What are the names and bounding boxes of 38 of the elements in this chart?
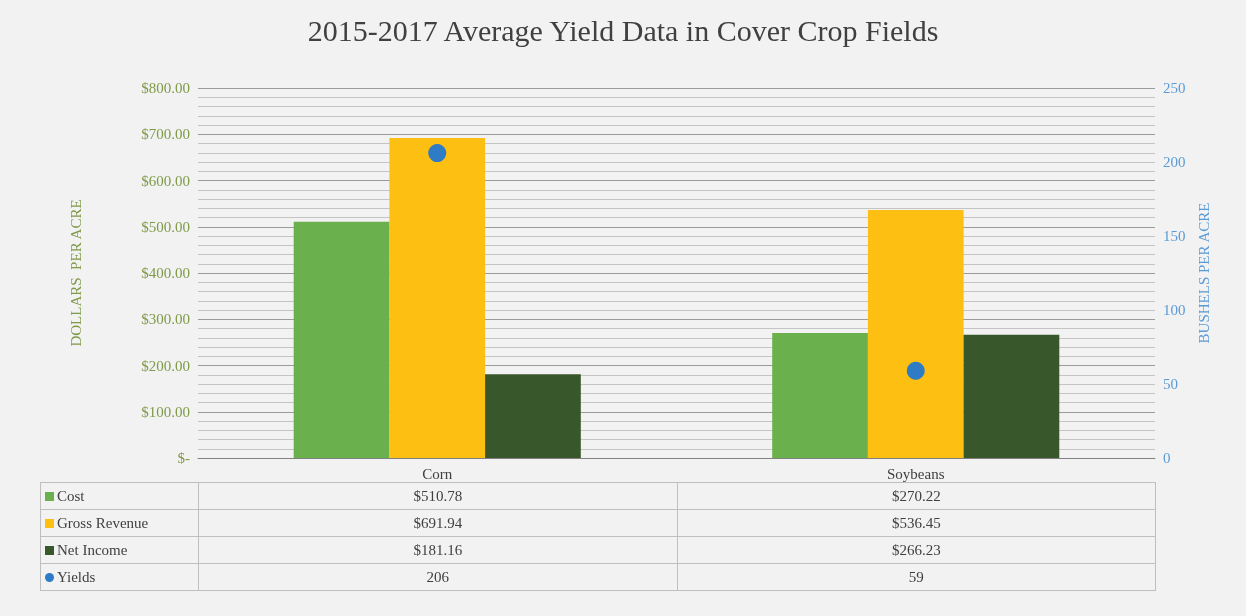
y2-tick-label: 100: [1163, 302, 1186, 318]
y-tick-label: $500.00: [141, 218, 190, 235]
y-tick-label: $-: [177, 450, 190, 466]
y2-tick-label: 200: [1163, 154, 1186, 170]
bar: [867, 209, 964, 458]
legend-label: Cost: [40, 482, 199, 510]
x-tick-label: Corn: [422, 465, 453, 482]
y2-tick-label: 250: [1163, 80, 1186, 96]
data-label: 59: [677, 563, 1156, 591]
bar: [389, 137, 486, 458]
y2-tick-label: 150: [1163, 228, 1186, 244]
y-tick-label: $400.00: [141, 265, 190, 281]
chart-title: 2015-2017 Average Yield Data in Cover Crop Fields: [307, 13, 939, 47]
y-tick-label: $800.00: [141, 80, 190, 96]
data-label: $181.16: [198, 536, 677, 564]
data-label: $266.23: [677, 536, 1156, 564]
data-label: $510.78: [198, 482, 677, 510]
bar: [293, 221, 390, 458]
legend-label: Net Income: [40, 536, 199, 564]
data-label: 206: [198, 563, 677, 591]
data-label: $270.22: [677, 482, 1156, 510]
bar: [772, 333, 868, 458]
bar: [963, 334, 1060, 458]
data-label: $536.45: [677, 509, 1156, 537]
y-tick-label: $600.00: [141, 172, 190, 189]
legend-label: Yields: [40, 563, 199, 591]
legend-label: Gross Revenue: [40, 509, 199, 537]
y2-tick-label: 50: [1163, 376, 1178, 392]
y-tick-label: $200.00: [141, 357, 190, 374]
x-tick-label: Soybeans: [887, 465, 945, 482]
data-label: $691.94: [198, 509, 677, 537]
y2-axis-title: BUSHELS PER ACRE: [1195, 202, 1212, 344]
y-tick-label: $700.00: [141, 126, 190, 143]
y2-tick-label: 0: [1163, 450, 1171, 466]
bar: [485, 374, 581, 458]
y-tick-label: $100.00: [141, 403, 190, 420]
y-axis-title: DOLLARS PER ACRE: [67, 199, 84, 347]
y-tick-label: $300.00: [141, 311, 190, 328]
